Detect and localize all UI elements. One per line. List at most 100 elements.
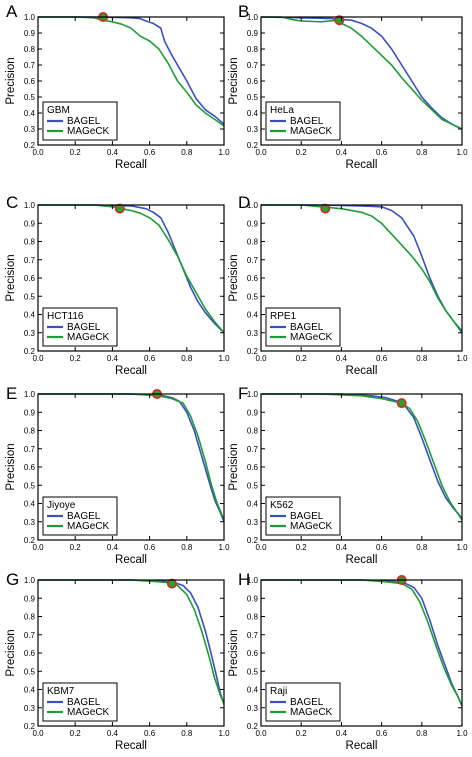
x-tick-label: 0.0 (32, 543, 44, 552)
y-tick-label: 0.8 (247, 613, 259, 622)
x-tick-label: 0.0 (32, 148, 44, 157)
legend-entry-mageck: MAGeCK (290, 521, 333, 532)
x-tick-label: 1.0 (456, 354, 468, 363)
y-tick-label: 0.5 (247, 667, 259, 676)
series-line-bagel-f (261, 393, 463, 519)
legend-title-h: Raji (270, 686, 287, 697)
x-tick-label: 0.6 (144, 543, 156, 552)
y-tick-label: 0.5 (24, 93, 36, 102)
y-tick-label: 0.5 (24, 481, 36, 490)
y-tick-label: 0.2 (24, 722, 36, 731)
x-tick-label: 1.0 (456, 543, 468, 552)
legend-title-f: K562 (270, 500, 294, 511)
x-tick-label: 0.4 (336, 148, 348, 157)
x-tick-label: 0.0 (32, 729, 44, 738)
x-axis-label-a: Recall (115, 159, 147, 171)
x-axis-label-d: Recall (346, 365, 378, 377)
x-tick-label: 0.8 (181, 354, 193, 363)
panel-label-f: F (238, 384, 248, 403)
panel-label-b: B (238, 2, 249, 21)
series-line-mageck-d (261, 204, 463, 332)
legend-entry-mageck: MAGeCK (67, 707, 110, 718)
y-tick-label: 0.9 (247, 29, 259, 38)
y-tick-label: 0.7 (247, 256, 259, 265)
x-tick-label: 0.8 (416, 729, 428, 738)
x-tick-label: 0.4 (336, 729, 348, 738)
x-tick-label: 0.0 (255, 354, 267, 363)
x-tick-label: 0.2 (70, 729, 82, 738)
y-tick-label: 1.0 (24, 576, 36, 585)
y-tick-label: 0.2 (24, 347, 36, 356)
y-axis-label-e: Precision (5, 443, 17, 490)
y-tick-label: 0.3 (24, 329, 36, 338)
x-tick-label: 0.6 (376, 148, 388, 157)
y-tick-label: 0.4 (24, 109, 36, 118)
legend-title-a: GBM (47, 105, 70, 116)
x-tick-label: 0.6 (376, 543, 388, 552)
y-tick-label: 0.7 (24, 61, 36, 70)
y-tick-label: 0.6 (247, 463, 259, 472)
y-tick-label: 0.8 (247, 45, 259, 54)
y-tick-label: 0.3 (247, 704, 259, 713)
x-axis-label-c: Recall (115, 365, 147, 377)
x-tick-label: 0.4 (107, 148, 119, 157)
y-axis-label-h: Precision (228, 629, 240, 676)
y-tick-label: 0.8 (24, 45, 36, 54)
panel-b: B0.0 0.2 0.4 0.6 0.8 1.00.20.30.40.50.60.70.8… (228, 2, 468, 171)
x-tick-label: 0.2 (296, 354, 308, 363)
x-tick-label: 0.2 (296, 148, 308, 157)
optimal-point-marker-g (166, 578, 177, 589)
y-tick-label: 0.4 (247, 311, 259, 320)
y-axis-label-a: Precision (5, 57, 17, 104)
y-axis-label-c: Precision (5, 254, 17, 301)
y-tick-label: 1.0 (247, 201, 259, 210)
legend-entry-bagel: BAGEL (290, 511, 324, 522)
y-axis-label-g: Precision (5, 629, 17, 676)
y-tick-label: 0.7 (247, 631, 259, 640)
y-tick-label: 0.5 (24, 667, 36, 676)
panel-f: F0.0 0.2 0.4 0.6 0.8 1.00.20.30.40.50.60.70.8… (228, 384, 468, 566)
legend-entry-bagel: BAGEL (67, 322, 101, 333)
y-tick-label: 1.0 (24, 390, 36, 399)
x-axis-label-e: Recall (115, 554, 147, 566)
y-tick-label: 0.9 (24, 408, 36, 417)
x-tick-label: 0.4 (336, 354, 348, 363)
legend-entry-bagel: BAGEL (290, 322, 324, 333)
x-tick-label: 0.0 (255, 729, 267, 738)
y-tick-label: 0.2 (247, 347, 259, 356)
y-tick-label: 0.3 (247, 518, 259, 527)
y-tick-label: 0.2 (247, 141, 259, 150)
y-tick-label: 0.8 (24, 613, 36, 622)
x-axis-label-h: Recall (346, 740, 378, 752)
optimal-point-marker-c (114, 203, 125, 214)
y-tick-label: 0.4 (24, 500, 36, 509)
series-line-bagel-a (38, 16, 225, 125)
x-tick-label: 0.8 (416, 543, 428, 552)
x-tick-label: 0.8 (181, 543, 193, 552)
y-tick-label: 0.9 (24, 594, 36, 603)
y-tick-label: 0.2 (247, 722, 259, 731)
y-tick-label: 0.7 (24, 631, 36, 640)
y-tick-label: 0.3 (247, 329, 259, 338)
optimal-point-marker-d (320, 203, 331, 214)
y-tick-label: 0.7 (247, 61, 259, 70)
y-tick-label: 1.0 (24, 13, 36, 22)
y-tick-label: 0.7 (247, 445, 259, 454)
panel-label-c: C (6, 193, 18, 212)
y-tick-label: 0.9 (247, 408, 259, 417)
series-line-mageck-f (261, 393, 463, 521)
y-tick-label: 0.7 (24, 445, 36, 454)
y-tick-label: 0.4 (247, 686, 259, 695)
panel-d: D0.0 0.2 0.4 0.6 0.8 1.00.20.30.40.50.60.70.8… (228, 193, 468, 377)
panel-h: H0.0 0.2 0.4 0.6 0.8 1.00.20.30.40.50.60.70.8… (228, 570, 468, 752)
panel-g: G0.0 0.2 0.4 0.6 0.8 1.00.20.30.40.50.60.70.8… (5, 570, 230, 752)
panel-label-g: G (6, 570, 19, 589)
y-tick-label: 0.4 (24, 686, 36, 695)
legend-entry-mageck: MAGeCK (290, 707, 333, 718)
series-line-bagel-c (38, 204, 225, 334)
x-tick-label: 0.2 (70, 543, 82, 552)
y-tick-label: 0.8 (24, 427, 36, 436)
